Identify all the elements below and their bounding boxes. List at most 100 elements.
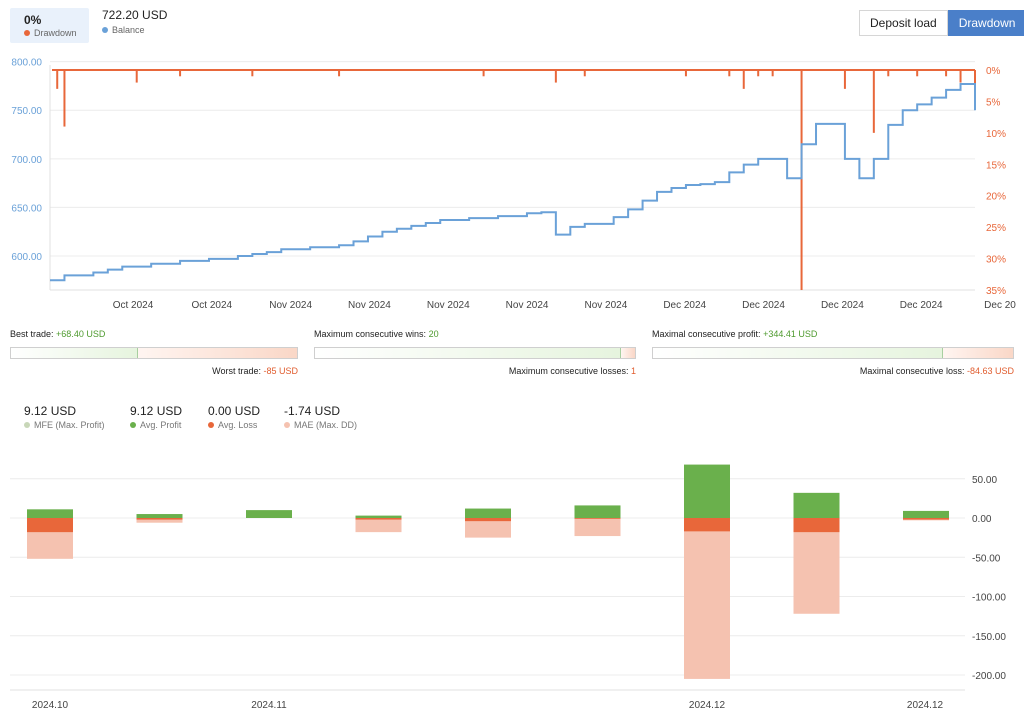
mae-bar: [684, 518, 730, 679]
mfe-mae-bar-chart: 50.00 0.00 -50.00 -100.00 -150.00 -200.00 2024…: [10, 464, 1006, 711]
right-axis-tick-label: 15%: [986, 160, 1006, 171]
loss-fill: [943, 348, 1013, 358]
losses-fill: [620, 348, 635, 358]
drawdown-legend: Drawdown: [24, 28, 77, 38]
avg-profit-stat: 9.12 USD Avg. Profit: [130, 404, 182, 430]
best-trade-fill: [11, 348, 138, 358]
wins-losses-bar: [314, 347, 636, 359]
avg-loss-bar: [465, 518, 511, 522]
mae-bar: [793, 518, 840, 614]
worst-trade: Worst trade: -85 USD: [212, 366, 298, 376]
max-consecutive-wins: Maximum consecutive wins: 20: [314, 329, 439, 339]
avg-profit-label: Avg. Profit: [140, 420, 182, 430]
profit-fill: [653, 348, 944, 358]
avg-profit-bar: [246, 510, 292, 518]
x-axis-tick-label: 2024.10: [32, 700, 69, 711]
x-axis-tick-label: Nov 2024: [269, 300, 312, 311]
profit-loss-bar: [652, 347, 1014, 359]
y-axis-tick-label: -150.00: [972, 632, 1006, 643]
mfe-value: 9.12 USD: [24, 404, 77, 418]
drawdown-value: 0%: [24, 13, 42, 27]
x-axis-tick-label: Oct 2024: [113, 300, 154, 311]
mfe-dot-icon: [24, 422, 30, 428]
best-trade-label: Best trade:: [10, 329, 54, 339]
drawdown-dot-icon: [24, 30, 30, 36]
y-axis-tick-label: -200.00: [972, 671, 1006, 682]
mae-bar: [355, 518, 402, 533]
worst-trade-value: -85 USD: [263, 366, 298, 376]
y-axis-tick-label: 50.00: [972, 475, 997, 486]
avg-loss-value: 0.00 USD: [208, 404, 261, 418]
deposit-load-button[interactable]: Deposit load: [859, 10, 948, 36]
drawdown-summary: 0% Drawdown: [10, 8, 89, 43]
x-axis-tick-label: 2024.12: [689, 700, 726, 711]
avg-loss-bar: [27, 518, 73, 533]
max-consecutive-loss: Maximal consecutive loss: -84.63 USD: [860, 366, 1014, 376]
avg-profit-bar: [136, 514, 183, 518]
mae-bar: [465, 518, 511, 538]
mae-value: -1.74 USD: [284, 404, 341, 418]
drawdown-label: Drawdown: [34, 28, 77, 38]
wins-fill: [315, 348, 621, 358]
max-consecutive-loss-label: Maximal consecutive loss:: [859, 366, 965, 376]
balance-drawdown-chart: 600.00 650.00 700.00 750.00 800.00 0% 5% 10% 15%…: [11, 58, 1016, 311]
best-worst-trade-bar: [10, 347, 298, 359]
x-axis-tick-label: Nov 2024: [585, 300, 628, 311]
right-axis-tick-label: 0%: [986, 66, 1001, 77]
avg-loss-dot-icon: [208, 422, 214, 428]
balance-line: [50, 83, 976, 282]
right-axis-tick-label: 35%: [986, 286, 1006, 297]
x-axis-tick-label: Nov 2024: [506, 300, 549, 311]
max-consecutive-profit: Maximal consecutive profit: +344.41 USD: [652, 329, 817, 339]
x-axis-tick-label: Dec 2024: [821, 300, 864, 311]
avg-loss-bar: [684, 518, 730, 532]
right-axis-tick-label: 5%: [986, 97, 1001, 108]
x-axis-tick-label: Dec 2024: [663, 300, 706, 311]
x-axis-tick-label: Nov 2024: [427, 300, 470, 311]
avg-profit-value: 9.12 USD: [130, 404, 183, 418]
mae-stat: -1.74 USD MAE (Max. DD): [284, 404, 357, 430]
x-axis-tick-label: 2024.12: [907, 700, 944, 711]
avg-profit-bar: [465, 508, 511, 518]
balance-summary: 722.20 USD Balance: [102, 8, 167, 35]
left-axis-tick-label: 600.00: [11, 252, 42, 263]
mae-bar: [574, 518, 621, 537]
x-axis-tick-label: Oct 2024: [192, 300, 233, 311]
avg-profit-dot-icon: [130, 422, 136, 428]
avg-loss-bar: [793, 518, 840, 533]
right-axis-tick-label: 20%: [986, 192, 1006, 203]
right-axis-tick-label: 25%: [986, 223, 1006, 234]
left-axis-tick-label: 800.00: [11, 58, 42, 69]
view-toggle: Deposit load Drawdown: [859, 10, 1024, 36]
max-consecutive-profit-label: Maximal consecutive profit:: [652, 329, 761, 339]
drawdown-button[interactable]: Drawdown: [947, 10, 1024, 36]
avg-loss-stat: 0.00 USD Avg. Loss: [208, 404, 260, 430]
avg-profit-bar: [793, 492, 840, 518]
max-consecutive-losses: Maximum consecutive losses: 1: [509, 366, 636, 376]
mae-label: MAE (Max. DD): [294, 420, 357, 430]
avg-profit-bar: [27, 509, 73, 518]
best-trade: Best trade: +68.40 USD: [10, 329, 105, 339]
avg-loss-bar: [574, 518, 621, 519]
avg-profit-bar: [903, 510, 949, 518]
x-axis-tick-label: 2024.11: [251, 700, 287, 711]
mae-dot-icon: [284, 422, 290, 428]
balance-dot-icon: [102, 27, 108, 33]
y-axis-tick-label: -100.00: [972, 593, 1006, 604]
x-axis-tick-label: Dec 20: [984, 300, 1016, 311]
mfe-label: MFE (Max. Profit): [34, 420, 105, 430]
max-consecutive-loss-value: -84.63 USD: [966, 366, 1014, 376]
max-consecutive-profit-value: +344.41 USD: [763, 329, 818, 339]
left-axis-tick-label: 750.00: [11, 106, 42, 117]
avg-loss-bar: [355, 518, 402, 520]
avg-profit-bar: [574, 505, 621, 518]
mae-bar: [136, 518, 183, 523]
best-trade-value: +68.40 USD: [56, 329, 106, 339]
max-consecutive-losses-label: Maximum consecutive losses:: [508, 366, 629, 376]
y-axis-tick-label: 0.00: [972, 514, 992, 525]
balance-label: Balance: [112, 25, 145, 35]
avg-loss-bar: [136, 518, 183, 520]
y-axis-tick-label: -50.00: [972, 553, 1001, 564]
avg-profit-bar: [355, 515, 402, 518]
balance-value: 722.20 USD: [102, 8, 168, 22]
